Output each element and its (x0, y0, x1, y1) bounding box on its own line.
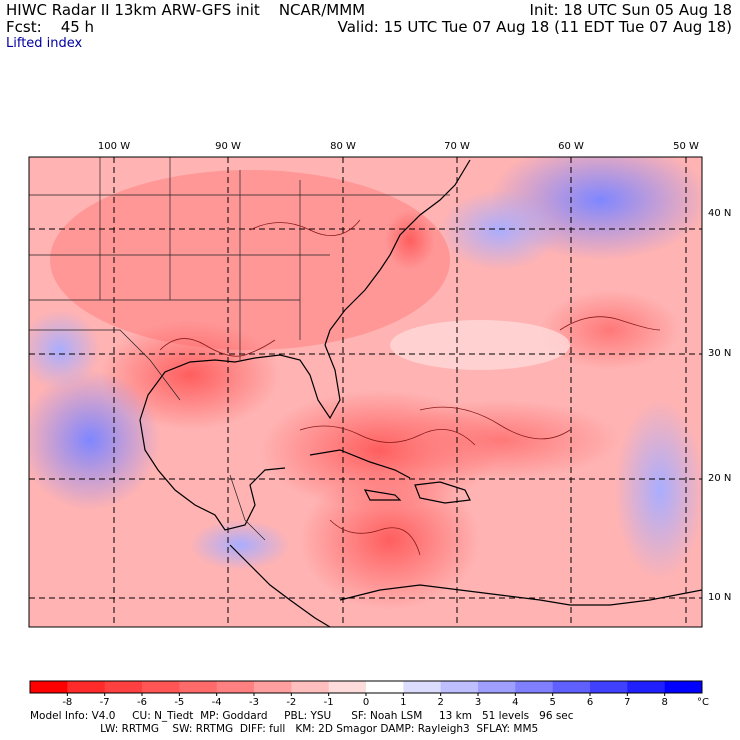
colorbar-tick-label: 6 (587, 697, 593, 708)
colorbar-tick-label: -8 (62, 697, 72, 708)
colorbar-swatch (216, 681, 255, 693)
colorbar-tick-label: 5 (549, 697, 555, 708)
colorbar-swatch (179, 681, 218, 693)
political-borders (29, 157, 450, 541)
colorbar-tick-label: 7 (624, 697, 630, 708)
colorbar-tick-label: -7 (100, 697, 110, 708)
colorbar-swatch (328, 681, 367, 693)
colorbar-swatch (440, 681, 479, 693)
colorbar-swatch (478, 681, 516, 693)
longitude-label: 50 W (673, 141, 699, 152)
colorbar-tick-label: 4 (512, 697, 518, 708)
model-info-line2: LW: RRTMG SW: RRTMG DIFF: full KM: 2D Sm… (30, 723, 539, 735)
org-label: NCAR/MMM (278, 1, 366, 19)
colorbar-tick-label: 3 (475, 697, 481, 708)
colorbar-swatch (291, 681, 330, 693)
latitude-label: 40 N (708, 208, 731, 219)
colorbar-tick-label: 1 (400, 697, 406, 708)
latitude-label: 30 N (708, 348, 731, 359)
colorbar-tick-label: 8 (661, 697, 667, 708)
colorbar-swatch (254, 681, 292, 693)
colorbar-tick-label: -5 (174, 697, 184, 708)
latitude-label: 10 N (708, 592, 731, 603)
colorbar-swatch (590, 681, 628, 693)
init-time: Init: 18 UTC Sun 05 Aug 18 (529, 1, 732, 19)
colorbar-swatch (627, 681, 666, 693)
colorbar-tick-label: 0 (363, 697, 369, 708)
colorbar-tick-label: -2 (286, 697, 296, 708)
colorbar-swatch (366, 681, 404, 693)
header-left: HIWC Radar II 13km ARW-GFS init NCAR/MMM… (6, 2, 365, 36)
colorbar-labels: -8 -7 -6 -5 -4 -3 -2 -1 0 1 2 3 4 5 6 7 8 (62, 693, 668, 708)
colorbar-tick-label: 2 (437, 697, 443, 708)
field-name: Lifted index (6, 36, 83, 51)
fcst-label: Fcst: (6, 18, 42, 36)
header-right: Init: 18 UTC Sun 05 Aug 18 Valid: 15 UTC… (338, 2, 732, 36)
longitude-labels: 100 W 90 W 80 W 70 W 60 W 50 W (98, 141, 699, 152)
latitude-labels: 40 N 30 N 20 N 10 N (708, 208, 731, 603)
longitude-label: 100 W (98, 141, 130, 152)
colorbar-swatch (664, 681, 703, 693)
model-info-line1: Model Info: V4.0 CU: N_Tiedt MP: Goddard… (30, 710, 574, 722)
colorbar-tick-label: -3 (249, 697, 259, 708)
colorbar-swatch (552, 681, 591, 693)
coastlines (139, 159, 702, 627)
colorbar-tick-label: -4 (212, 697, 222, 708)
longitude-label: 70 W (444, 141, 470, 152)
colorbar-tick-label: -6 (137, 697, 147, 708)
longitude-label: 90 W (215, 141, 241, 152)
fcst-value: 45 h (60, 18, 95, 36)
longitude-label: 60 W (558, 141, 584, 152)
colorbar-swatch (67, 681, 106, 693)
lifted-index-field (29, 157, 702, 627)
model-info: Model Info: V4.0 CU: N_Tiedt MP: Goddard… (30, 710, 574, 736)
colorbar-swatch (30, 681, 68, 693)
colorbar (29, 680, 703, 694)
colorbar-swatch (403, 681, 442, 693)
colorbar-tick-label: -1 (324, 697, 334, 708)
colorbar-swatch (142, 681, 180, 693)
colorbar-unit: °C (697, 697, 709, 708)
model-title: HIWC Radar II 13km ARW-GFS init (6, 1, 260, 19)
longitude-label: 80 W (330, 141, 356, 152)
valid-time: Valid: 15 UTC Tue 07 Aug 18 (11 EDT Tue … (337, 18, 732, 36)
latitude-label: 20 N (708, 473, 731, 484)
colorbar-swatch (515, 681, 554, 693)
latlon-grid (29, 157, 702, 627)
map-frame (28, 156, 703, 628)
contours (159, 219, 661, 556)
colorbar-swatch (104, 681, 143, 693)
